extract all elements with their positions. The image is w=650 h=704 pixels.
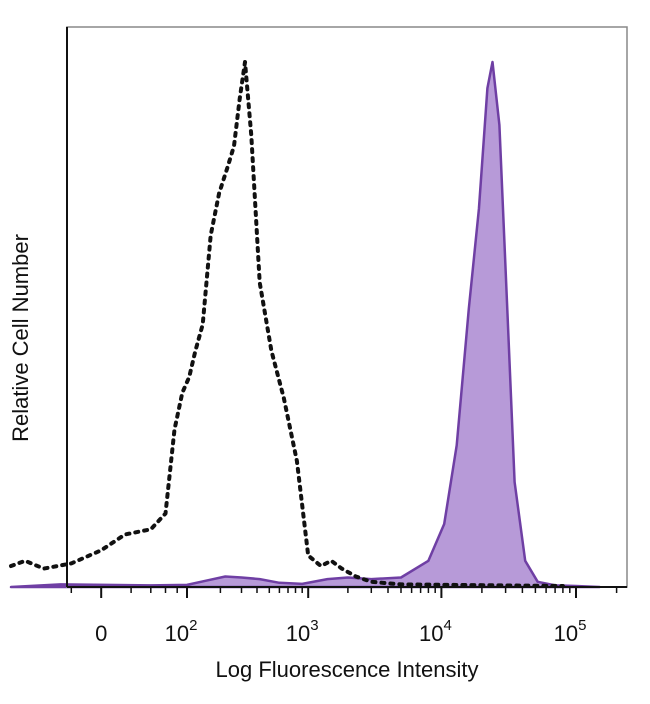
x-tick-label: 102 (165, 617, 198, 646)
plot-frame (66, 26, 628, 588)
plot-marks (9, 60, 601, 589)
control-histogram (9, 60, 565, 588)
stained-histogram (9, 60, 601, 589)
x-tick-label: 105 (554, 617, 587, 646)
y-axis-title: Relative Cell Number (8, 234, 33, 442)
x-ticks: 0 102 103 104 105 (70, 587, 618, 646)
x-tick-label: 104 (419, 617, 452, 646)
x-axis-title: Log Fluorescence Intensity (216, 657, 479, 682)
x-tick-label: 0 (95, 621, 107, 646)
x-tick-label: 103 (286, 617, 319, 646)
